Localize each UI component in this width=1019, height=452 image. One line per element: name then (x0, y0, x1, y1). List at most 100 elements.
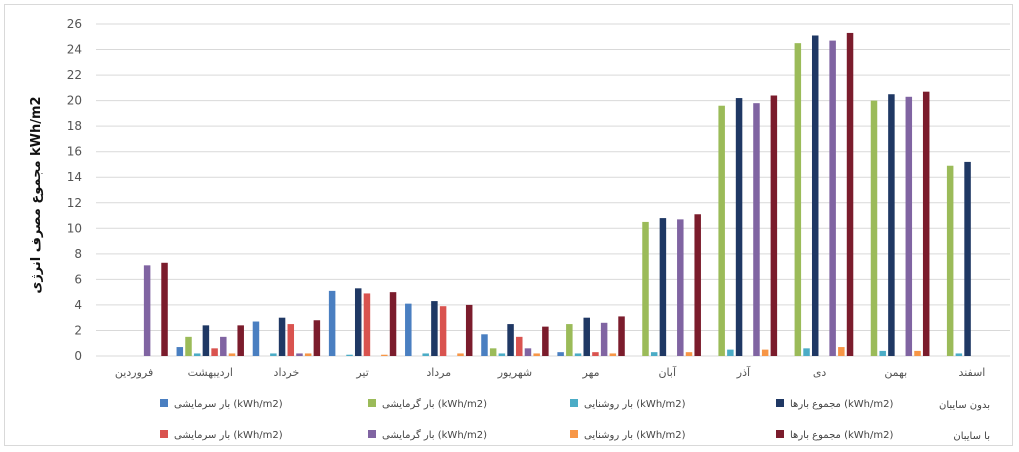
legend: بدون سایبان با سایبان بار سرمایشی (kWh/m2)… (160, 398, 990, 442)
legend-swatch (570, 430, 578, 438)
bar-5-0 (481, 334, 488, 356)
y-tick-label: 16 (67, 145, 82, 159)
bar-4-6 (457, 353, 464, 356)
x-category-labels: فروردین اردیبهشت خرداد تیر مرداد شهریور مهر آبا… (115, 365, 985, 379)
bar-9-7 (846, 32, 854, 356)
legend-swatch (776, 399, 784, 407)
x-category-label: خرداد (274, 366, 300, 379)
bar-8-7 (770, 95, 778, 356)
x-category-label: بهمن (884, 366, 907, 379)
bar-6-5 (600, 322, 608, 356)
bar-6-0 (557, 352, 564, 356)
y-tick-label: 4 (74, 298, 82, 312)
bars (143, 32, 971, 357)
legend-swatch (160, 399, 168, 407)
bar-11-1 (946, 165, 954, 356)
y-tick-label: 20 (67, 94, 82, 108)
bar-2-7 (313, 320, 321, 356)
legend-entry-label: بار سرمایشی (kWh/m2) (174, 399, 283, 410)
y-tick-label: 12 (67, 196, 82, 210)
bar-3-0 (328, 290, 336, 356)
bar-1-3 (202, 325, 210, 356)
bar-10-5 (905, 96, 913, 357)
bar-4-4 (439, 306, 447, 356)
bar-9-5 (829, 40, 836, 356)
bar-10-7 (922, 91, 930, 356)
bar-1-7 (237, 325, 244, 356)
bar-7-6 (685, 352, 693, 356)
y-tick-label: 18 (67, 119, 82, 133)
bar-5-6 (533, 353, 540, 356)
bar-4-2 (422, 353, 429, 356)
y-tick-label: 14 (67, 170, 82, 184)
y-tick-label: 8 (74, 247, 82, 261)
bar-7-5 (677, 219, 684, 356)
x-category-label: شهریور (497, 366, 532, 379)
bar-3-2 (346, 354, 353, 356)
bar-9-3 (811, 35, 819, 356)
legend-entry-label: بار گرمایشی (kWh/m2) (382, 429, 487, 441)
bar-3-6 (381, 354, 388, 356)
bar-1-5 (220, 336, 227, 356)
x-category-label: فروردین (115, 366, 153, 379)
legend-entry-label: بار سرمایشی (kWh/m2) (174, 430, 283, 441)
bar-5-1 (489, 348, 497, 356)
bar-2-0 (252, 321, 260, 356)
bar-11-2 (955, 353, 963, 356)
bar-1-1 (185, 336, 192, 356)
legend-entry-label: مجموع بارها (kWh/m2) (790, 399, 893, 410)
bar-5-7 (542, 326, 549, 356)
bar-1-0 (176, 347, 184, 356)
bar-8-6 (761, 349, 769, 356)
bar-9-2 (803, 348, 810, 356)
y-tick-label: 2 (74, 323, 82, 337)
bar-3-7 (389, 292, 397, 356)
bar-2-5 (296, 353, 303, 356)
y-tick-label: 26 (67, 17, 82, 31)
y-axis-label: مجموع مصرف انرژی kWh/m2 (29, 96, 44, 293)
bar-2-2 (270, 353, 277, 356)
bar-10-3 (888, 94, 895, 356)
x-category-label: دی (813, 366, 827, 379)
x-category-label: مرداد (426, 366, 451, 379)
bar-2-3 (278, 317, 286, 356)
bar-5-5 (524, 348, 532, 356)
bar-11-3 (964, 161, 971, 356)
bar-6-6 (609, 353, 617, 356)
bar-8-1 (718, 105, 725, 356)
bar-10-2 (879, 350, 886, 356)
bar-4-0 (405, 303, 412, 356)
bar-4-7 (465, 304, 473, 356)
legend-entry-label: بار گرمایشی (kWh/m2) (382, 398, 487, 410)
bar-5-2 (498, 353, 506, 356)
bar-2-6 (304, 353, 312, 356)
x-category-label: اسفند (958, 366, 985, 379)
bar-6-2 (574, 353, 582, 356)
y-tick-label: 22 (67, 68, 82, 82)
bar-10-6 (914, 350, 921, 356)
bar-1-4 (211, 348, 218, 356)
x-category-label: آذر (736, 365, 751, 379)
legend-swatch (368, 399, 376, 407)
bar-1-2 (193, 353, 201, 356)
bar-7-7 (694, 214, 701, 356)
y-tick-label: 6 (74, 272, 82, 286)
bar-6-7 (618, 316, 625, 356)
y-tick-label: 0 (74, 349, 82, 363)
bar-7-3 (659, 218, 667, 356)
chart-frame (4, 4, 1013, 446)
legend-swatch (368, 430, 376, 438)
bar-9-1 (794, 43, 802, 357)
x-category-label: تیر (355, 366, 368, 379)
bar-6-4 (592, 352, 599, 356)
bar-6-3 (583, 317, 590, 356)
x-category-label: اردیبهشت (188, 366, 233, 379)
y-tick-label: 24 (67, 43, 82, 57)
bar-8-5 (753, 103, 760, 357)
bar-7-1 (642, 221, 649, 356)
bar-0-7 (161, 262, 168, 356)
legend-swatch (160, 430, 168, 438)
legend-group-label: با سایبان (953, 431, 990, 442)
